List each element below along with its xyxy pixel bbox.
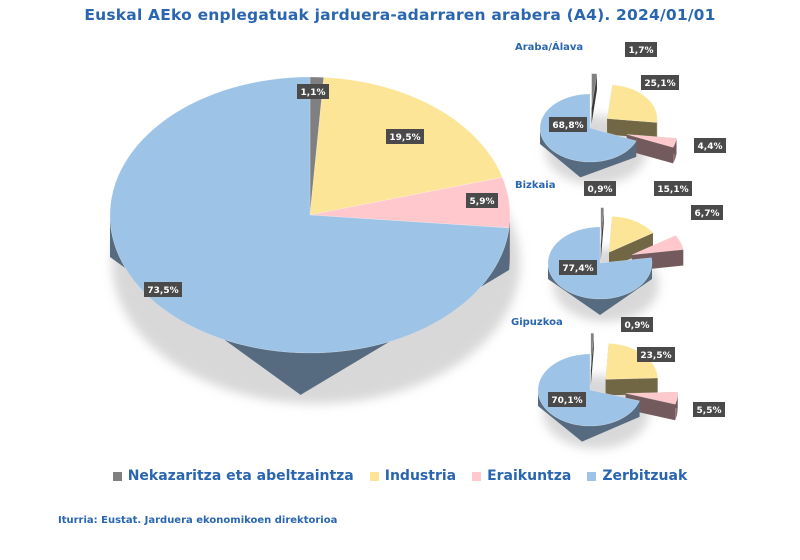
svg-text:23,5%: 23,5%: [640, 351, 671, 361]
pie-title: Bizkaia: [515, 180, 555, 191]
slice-cut-industria: [607, 118, 657, 139]
svg-text:1,7%: 1,7%: [629, 46, 654, 56]
slice-side-zerbitzuak: [548, 263, 652, 315]
slice-cut-nekazaritza: [591, 73, 597, 124]
slice-zerbitzuak: [539, 93, 637, 163]
svg-text:6,7%: 6,7%: [695, 209, 720, 219]
legend-swatch-nekazaritza: [112, 471, 122, 481]
data-label-nekazaritza: 1,7%: [625, 42, 657, 57]
data-label-zerbitzuak: 77,4%: [559, 260, 597, 275]
data-label-industria: 23,5%: [637, 347, 675, 362]
slice-side-eraikuntza: [509, 215, 510, 270]
slice-zerbitzuak: [547, 226, 653, 300]
slice-nekazaritza: [600, 207, 605, 244]
data-label-zerbitzuak: 68,8%: [549, 117, 587, 132]
slice-industria: [608, 215, 654, 253]
slice-zerbitzuak: [109, 76, 510, 354]
pie-3: Gipuzkoa 0,9% 23,5% 5,5% 70,1%: [511, 317, 725, 449]
data-label-eraikuntza: 5,9%: [466, 193, 498, 208]
source-note: Iturria: Eustat. Jarduera ekonomikoen di…: [58, 515, 338, 526]
data-label-nekazaritza: 0,9%: [621, 317, 653, 332]
svg-text:15,1%: 15,1%: [657, 185, 688, 195]
data-label-zerbitzuak: 70,1%: [548, 392, 586, 407]
chart-title: Euskal AEko enplegatuak jarduera-adarrar…: [84, 6, 716, 24]
legend-item-nekazaritza: Nekazaritza eta abeltzaintza: [112, 468, 354, 484]
slice-cut-nekazaritza: [590, 333, 594, 386]
legend-label-eraikuntza: Eraikuntza: [487, 468, 572, 484]
svg-text:73,5%: 73,5%: [147, 286, 178, 296]
svg-text:0,9%: 0,9%: [625, 321, 650, 331]
svg-text:1,1%: 1,1%: [301, 88, 326, 98]
pie-0: 1,1% 19,5% 5,9% 73,5%: [109, 76, 520, 404]
pie-2: Bizkaia 0,9% 15,1% 6,7% 77,4%: [515, 180, 723, 322]
slice-zerbitzuak: [537, 353, 640, 427]
slice-cut-nekazaritza: [600, 207, 604, 260]
svg-text:70,1%: 70,1%: [551, 396, 582, 406]
slice-eraikuntza: [626, 134, 677, 148]
legend-item-industria: Industria: [369, 468, 457, 484]
legend-swatch-industria: [369, 471, 379, 481]
pie-1: Araba/Álava 1,7% 25,1% 4,4% 68,8%: [515, 40, 726, 185]
svg-text:5,9%: 5,9%: [470, 197, 495, 207]
svg-text:5,5%: 5,5%: [697, 406, 722, 416]
legend-label-industria: Industria: [384, 468, 457, 484]
svg-text:19,5%: 19,5%: [389, 133, 420, 143]
data-label-eraikuntza: 6,7%: [691, 205, 723, 220]
slice-nekazaritza: [591, 73, 598, 108]
slice-eraikuntza: [625, 391, 678, 405]
data-label-nekazaritza: 0,9%: [584, 181, 616, 196]
svg-text:77,4%: 77,4%: [562, 264, 593, 274]
slice-side-zerbitzuak: [538, 390, 640, 442]
legend-label-nekazaritza: Nekazaritza eta abeltzaintza: [127, 468, 354, 484]
slice-cut-eraikuntza: [626, 134, 674, 164]
slice-cut-industria: [605, 377, 658, 396]
slice-cut-industria: [609, 232, 653, 269]
pie-title: Gipuzkoa: [511, 317, 563, 328]
data-label-zerbitzuak: 73,5%: [144, 282, 182, 297]
data-label-industria: 15,1%: [654, 181, 692, 196]
svg-text:68,8%: 68,8%: [552, 121, 583, 131]
data-label-eraikuntza: 5,5%: [693, 402, 725, 417]
data-label-industria: 19,5%: [386, 129, 424, 144]
slice-side-zerbitzuak: [540, 128, 637, 178]
data-label-eraikuntza: 4,4%: [694, 138, 726, 153]
slice-industria: [606, 84, 658, 123]
slice-eraikuntza: [631, 235, 684, 256]
legend-swatch-zerbitzuak: [587, 471, 597, 481]
slice-industria: [309, 77, 503, 216]
legend-swatch-eraikuntza: [472, 471, 482, 481]
svg-text:25,1%: 25,1%: [644, 79, 675, 89]
slice-nekazaritza: [590, 332, 595, 370]
legend: Nekazaritza eta abeltzaintza Industria E…: [0, 468, 800, 484]
legend-item-eraikuntza: Eraikuntza: [472, 468, 571, 484]
data-label-nekazaritza: 1,1%: [297, 84, 329, 99]
slice-cut-eraikuntza: [625, 393, 676, 421]
svg-text:0,9%: 0,9%: [588, 185, 613, 195]
data-label-industria: 25,1%: [641, 75, 679, 90]
legend-item-zerbitzuak: Zerbitzuak: [587, 468, 687, 484]
slice-eraikuntza: [309, 176, 511, 229]
pie-title: Araba/Álava: [515, 40, 583, 53]
legend-label-zerbitzuak: Zerbitzuak: [602, 468, 688, 484]
slice-side-zerbitzuak: [110, 215, 510, 395]
svg-text:4,4%: 4,4%: [698, 142, 723, 152]
